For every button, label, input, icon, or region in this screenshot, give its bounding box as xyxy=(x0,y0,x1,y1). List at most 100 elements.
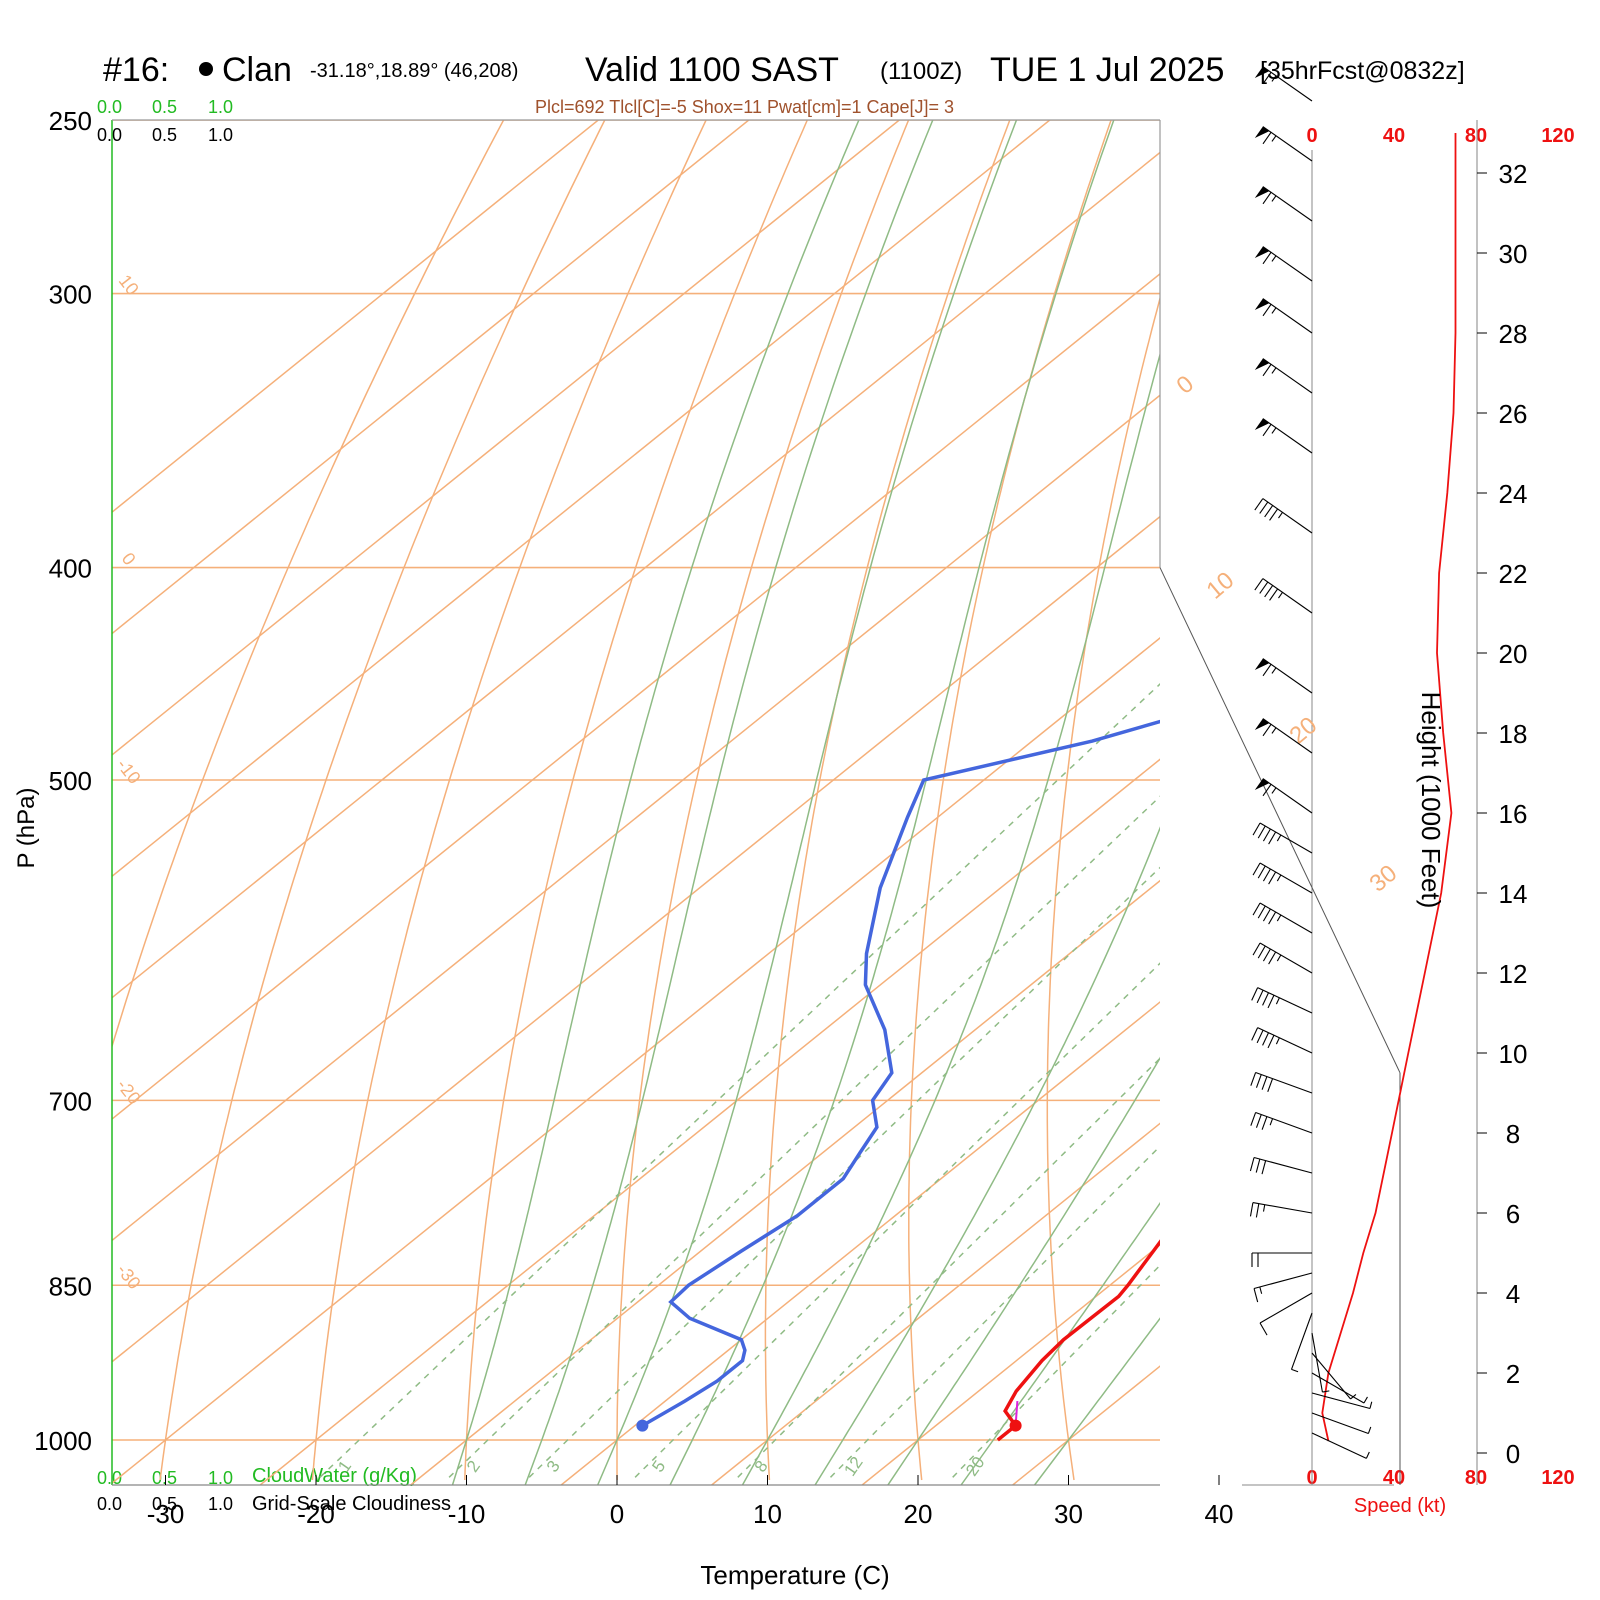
mixing-ratio-label: 3 xyxy=(543,1457,564,1476)
cloud-black-bottom-0: 0.0 xyxy=(97,1494,122,1514)
height-tick-label: 6 xyxy=(1506,1199,1520,1229)
wind-barb xyxy=(1253,1272,1313,1303)
speed-tick-label: 0 xyxy=(1306,125,1317,147)
valid-date: TUE 1 Jul 2025 xyxy=(990,51,1224,89)
sounding-profiles xyxy=(636,719,1160,1442)
pressure-tick-label: 1000 xyxy=(34,1426,92,1456)
isotherm-label: -30 xyxy=(113,1260,145,1293)
wind-barb xyxy=(1251,987,1313,1014)
dry-adiabat xyxy=(908,120,1112,1481)
wind-barb xyxy=(1311,1352,1357,1400)
dry-adiabat xyxy=(1559,120,1600,1480)
wind-panel: 0040408080120120024681012141618202224262… xyxy=(1159,66,1575,1489)
wind-barb xyxy=(1254,66,1313,102)
forecast-info: [35hrFcst@0832z] xyxy=(1260,57,1465,85)
speed-tick-label: 40 xyxy=(1383,125,1405,147)
pressure-tick-label: 500 xyxy=(49,766,92,796)
height-tick-label: 32 xyxy=(1499,159,1528,189)
right-isotherm-label: 30 xyxy=(1365,860,1403,898)
temp-tick-label: 0 xyxy=(610,1499,624,1529)
height-tick-label: 2 xyxy=(1506,1359,1520,1389)
wind-barb xyxy=(1252,902,1313,934)
wind-barb xyxy=(1311,1432,1370,1459)
wind-barb xyxy=(1254,718,1313,754)
chart-header: #16: Clan -31.18°,18.89° (46,208) Valid … xyxy=(103,51,1465,117)
pressure-tick-label: 700 xyxy=(49,1086,92,1116)
isotherm-line xyxy=(861,1243,1160,1485)
wind-speed-profile xyxy=(1321,133,1457,1442)
y-axis-title: P (hPa) xyxy=(13,788,40,869)
isotherm-label: -10 xyxy=(113,755,145,788)
isotherm-line xyxy=(410,879,1160,1485)
mixing-ratio-line xyxy=(528,866,1160,1478)
wind-barb xyxy=(1251,1252,1312,1267)
wind-barb xyxy=(1259,1292,1313,1336)
height-tick-label: 24 xyxy=(1499,479,1528,509)
cloud-green-tick-0: 0.0 xyxy=(97,97,122,117)
moist-adiabat xyxy=(451,120,860,1485)
temp-tick-label: 20 xyxy=(904,1499,933,1529)
right-isotherm-label: 0 xyxy=(1172,370,1200,399)
height-tick-label: 18 xyxy=(1499,719,1528,749)
cloud-scale: 0.0 0.5 1.0 0.0 0.5 1.0 0.0 0.5 1.0 Clou… xyxy=(97,97,451,1515)
pressure-tick-label: 850 xyxy=(49,1271,92,1301)
wind-barb xyxy=(1254,186,1313,222)
mixing-ratio-label: 20 xyxy=(962,1453,988,1479)
mixing-ratio-label: 5 xyxy=(648,1457,669,1476)
mixing-ratio-line xyxy=(829,1145,1160,1478)
mixing-ratio-line xyxy=(952,1264,1160,1478)
speed-tick-label: 80 xyxy=(1465,125,1487,147)
moist-adiabat xyxy=(669,120,1115,1485)
isotherm-line xyxy=(259,758,1160,1485)
cloud-green-tick-2: 1.0 xyxy=(208,97,233,117)
speed-tick-label: 120 xyxy=(1541,1467,1574,1489)
height-tick-label: 14 xyxy=(1499,879,1528,909)
temp-tick-label: 40 xyxy=(1205,1499,1234,1529)
height-tick-label: 26 xyxy=(1499,399,1528,429)
right-isotherm-label: 20 xyxy=(1285,712,1323,750)
mixing-ratio-line xyxy=(737,1057,1160,1478)
height-tick-label: 10 xyxy=(1499,1039,1528,1069)
height-tick-label: 4 xyxy=(1506,1279,1520,1309)
isotherm-line xyxy=(112,272,1160,1120)
mixing-ratio-line xyxy=(448,795,1160,1478)
isotherm-line xyxy=(1163,120,1600,1485)
isotherm-line xyxy=(1464,120,1600,1485)
cloud-black-tick-0: 0.0 xyxy=(97,125,122,145)
temp-tick-label: -30 xyxy=(147,1499,185,1529)
isotherm-label: 10 xyxy=(115,271,143,299)
wind-barb xyxy=(1250,1071,1313,1094)
moist-adiabat xyxy=(814,826,1160,1485)
height-tick-label: 28 xyxy=(1499,319,1528,349)
height-tick-label: 12 xyxy=(1499,959,1528,989)
right-grid-extension: 0 10 20 30 xyxy=(1159,370,1403,1485)
speed-axis-title: Speed (kt) xyxy=(1354,1495,1446,1517)
cloud-black-tick-1: 0.5 xyxy=(152,125,177,145)
moist-adiabat xyxy=(597,120,1018,1485)
mixing-ratio-label: 12 xyxy=(840,1453,866,1479)
cloud-green-bottom-1: 0.5 xyxy=(152,1468,177,1488)
speed-tick-label: 80 xyxy=(1465,1467,1487,1489)
wind-barb xyxy=(1311,1392,1373,1410)
dry-adiabat xyxy=(764,120,1011,1481)
wind-barb xyxy=(1254,126,1313,162)
dry-adiabat xyxy=(1311,120,1415,1480)
surface-temp-marker xyxy=(1009,1419,1022,1432)
isotherm-label: 0 xyxy=(118,549,140,569)
tropo-edge xyxy=(1159,567,1401,1073)
pressure-tick-label: 300 xyxy=(49,280,92,310)
wind-barb xyxy=(1290,1312,1313,1373)
dry-adiabat xyxy=(112,120,505,1049)
dry-adiabat xyxy=(616,120,910,1481)
wind-barb xyxy=(1249,1156,1313,1175)
wind-barb xyxy=(1311,1372,1368,1404)
station-marker-icon xyxy=(199,62,213,76)
mixing-ratio-line xyxy=(319,683,1160,1478)
wind-barb xyxy=(1254,498,1313,534)
dry-adiabat xyxy=(159,120,606,1481)
mixing-ratio-line xyxy=(634,962,1160,1478)
moist-adiabat xyxy=(960,1201,1160,1485)
isotherm-line xyxy=(112,120,1051,878)
wind-barb xyxy=(1249,1202,1313,1218)
